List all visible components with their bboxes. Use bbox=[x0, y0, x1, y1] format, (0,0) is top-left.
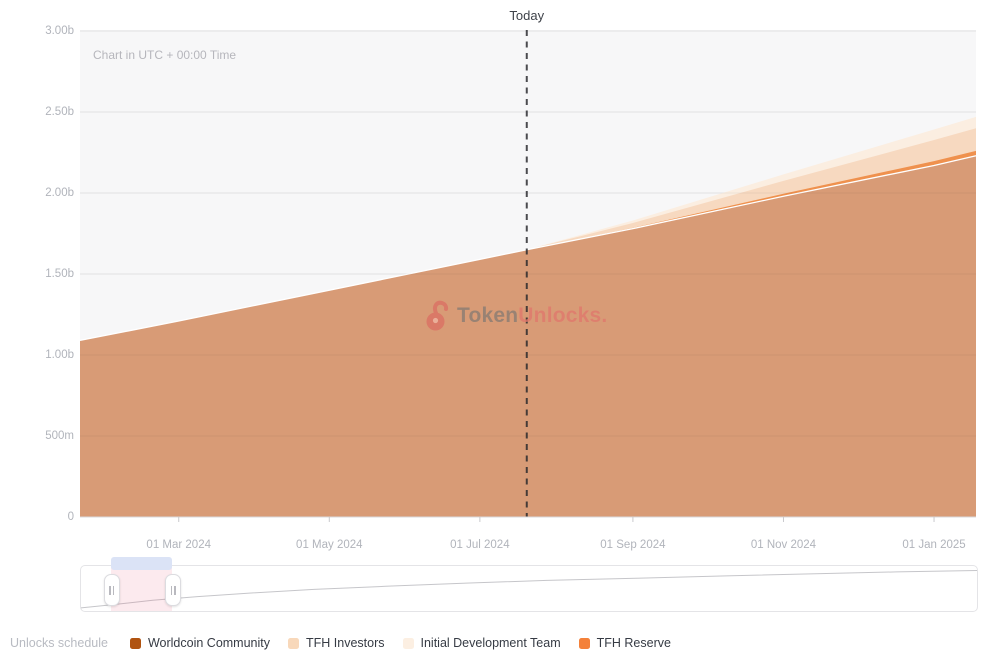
range-brush[interactable] bbox=[80, 557, 978, 612]
legend: Unlocks schedule Worldcoin Community TFH … bbox=[10, 636, 671, 650]
today-marker-label: Today bbox=[509, 8, 545, 23]
legend-label: TFH Investors bbox=[306, 636, 385, 650]
brush-handle-left[interactable] bbox=[103, 574, 120, 606]
legend-label: Initial Development Team bbox=[420, 636, 561, 650]
legend-item-tfh-investors[interactable]: TFH Investors bbox=[288, 636, 385, 650]
legend-label: Worldcoin Community bbox=[147, 636, 270, 650]
y-axis-tick-label: 2.00b bbox=[45, 186, 74, 199]
legend-swatch bbox=[402, 637, 414, 649]
brush-range-badge bbox=[110, 557, 173, 570]
legend-title: Unlocks schedule bbox=[10, 636, 108, 650]
y-axis-tick-label: 500m bbox=[45, 429, 74, 442]
overview-curve bbox=[80, 570, 978, 609]
legend-item-tfh-reserve[interactable]: TFH Reserve bbox=[578, 636, 671, 650]
brush-handle-right[interactable] bbox=[165, 574, 182, 606]
x-axis-tick-label: 01 Jul 2024 bbox=[450, 539, 510, 551]
legend-label: TFH Reserve bbox=[596, 636, 671, 650]
x-axis-tick-label: 01 Sep 2024 bbox=[600, 539, 666, 551]
x-axis-tick-label: 01 Mar 2024 bbox=[146, 539, 212, 551]
x-axis-tick-label: 01 Jan 2025 bbox=[902, 539, 966, 551]
y-axis-tick-label: 1.00b bbox=[45, 348, 74, 361]
y-axis-tick-label: 3.00b bbox=[45, 24, 74, 37]
legend-swatch bbox=[288, 637, 299, 649]
x-axis-tick-label: 01 May 2024 bbox=[296, 539, 363, 551]
y-axis-tick-label: 1.50b bbox=[45, 267, 74, 280]
timezone-note: Chart in UTC + 00:00 Time bbox=[93, 48, 237, 62]
brush-overview-curve bbox=[80, 570, 978, 609]
legend-item-worldcoin-community[interactable]: Worldcoin Community bbox=[129, 636, 270, 650]
legend-swatch bbox=[578, 637, 590, 649]
area-worldcoin-community[interactable] bbox=[80, 155, 976, 518]
y-axis-tick-label: 0 bbox=[67, 510, 74, 523]
y-axis-tick-label: 2.50b bbox=[45, 105, 74, 118]
brush-selection[interactable] bbox=[110, 566, 173, 611]
legend-swatch bbox=[129, 637, 141, 649]
legend-item-initial-development-team[interactable]: Initial Development Team bbox=[402, 636, 561, 650]
x-axis-tick-label: 01 Nov 2024 bbox=[750, 539, 817, 551]
